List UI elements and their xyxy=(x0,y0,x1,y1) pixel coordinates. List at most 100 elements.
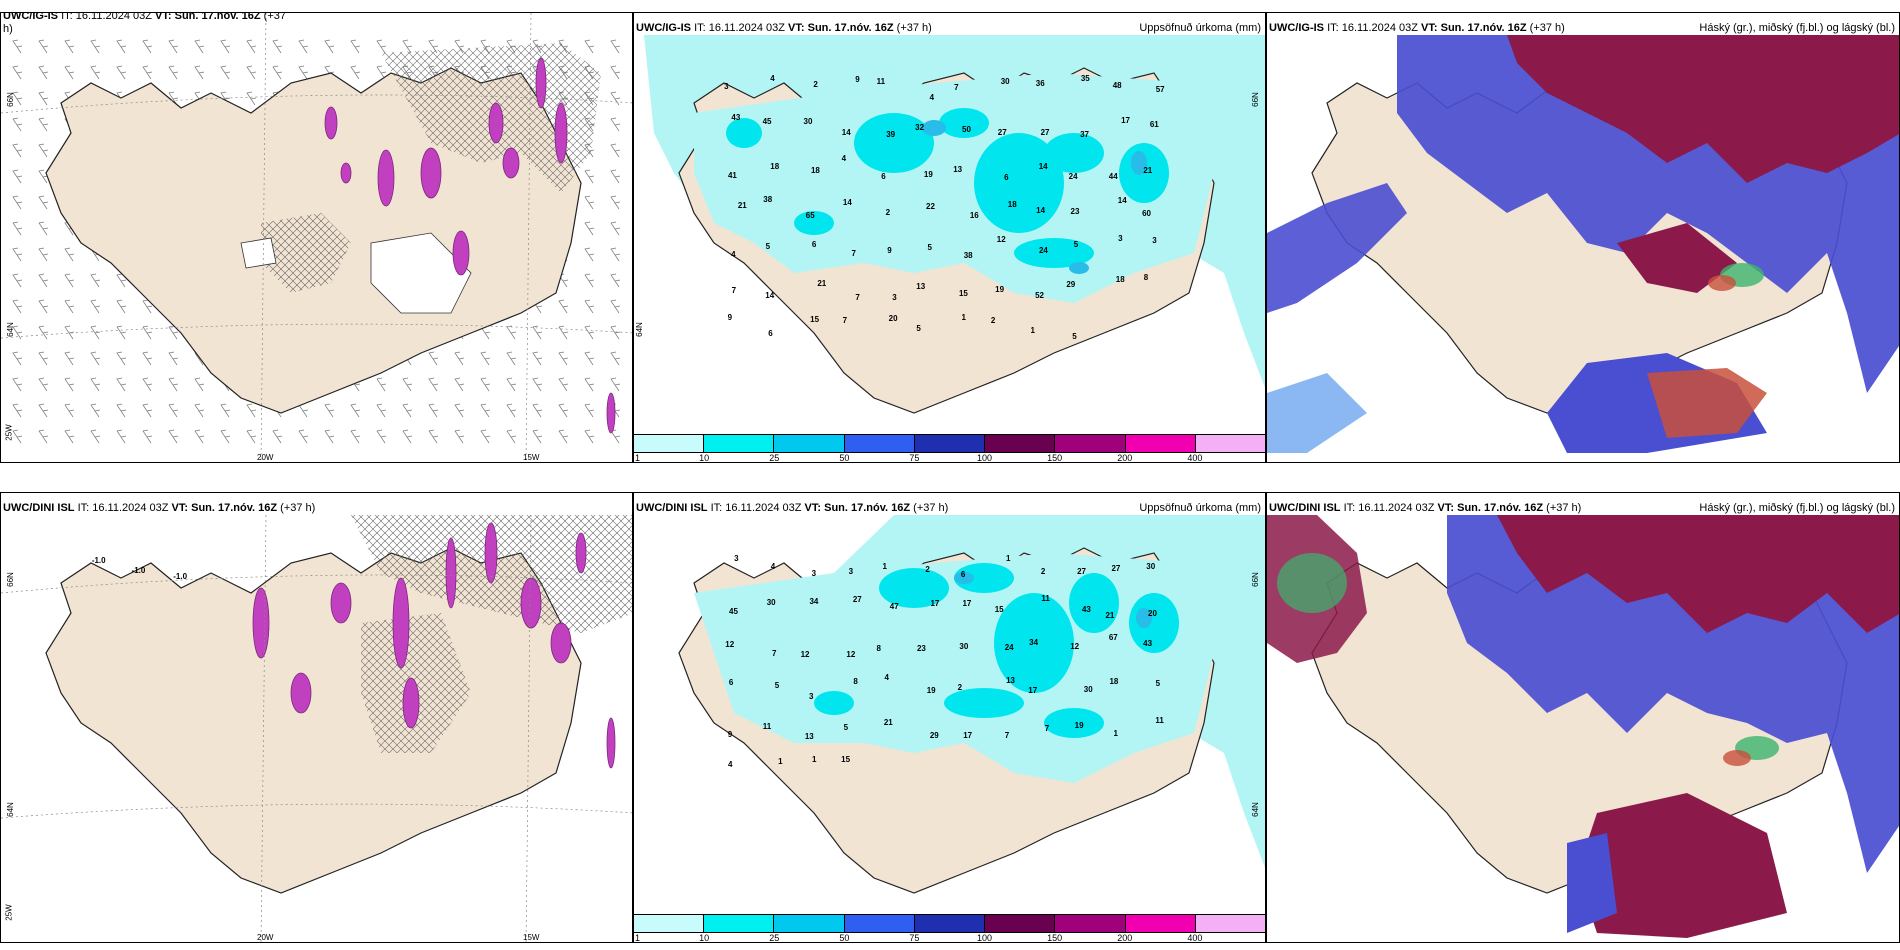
map-value-label: 14 xyxy=(1036,205,1046,215)
wind-barb xyxy=(116,351,127,366)
map-value-label: 8 xyxy=(853,676,858,686)
map-value-label: 21 xyxy=(1105,611,1115,621)
map-value-label: 15 xyxy=(810,315,820,325)
wind-barb xyxy=(402,403,413,418)
wind-barb xyxy=(376,429,387,444)
wind-barb xyxy=(64,273,75,288)
wind-barb xyxy=(12,143,23,158)
map-value-label: 29 xyxy=(929,731,939,741)
colorbar-swatch xyxy=(1055,435,1126,452)
wind-barb xyxy=(116,273,127,288)
map-value-label: 3 xyxy=(809,692,814,702)
lat-label-66n: 66N xyxy=(5,92,15,107)
wind-barb xyxy=(64,39,75,54)
panel-title: Uppsöfnuð úrkoma (mm) xyxy=(1139,22,1261,34)
wind-barb xyxy=(428,377,439,392)
map-value-label: 5 xyxy=(1072,332,1077,342)
map-panel-wind-igis: UWC/IG-IS IT: 16.11.2024 03Z VT: Sun. 17… xyxy=(0,12,633,463)
wind-barb xyxy=(38,195,49,210)
panel-header: UWC/IG-IS IT: 16.11.2024 03Z VT: Sun. 17… xyxy=(636,22,932,34)
precip-map xyxy=(634,515,1265,916)
wind-barb xyxy=(584,299,595,314)
wind-barb xyxy=(324,403,335,418)
map-value-label: 11 xyxy=(762,721,772,731)
wind-barb xyxy=(428,39,439,54)
precip-colorbar: 1 10 25 50 75 100 150 200 400 xyxy=(634,434,1265,462)
map-panel-precip-dini: UWC/DINI ISL IT: 16.11.2024 03Z VT: Sun.… xyxy=(633,492,1266,943)
panel-title: Uppsöfnuð úrkoma (mm) xyxy=(1139,502,1261,514)
wind-barb xyxy=(610,221,621,236)
wind-barb xyxy=(428,351,439,366)
map-value-label: 17 xyxy=(1121,115,1130,125)
map-value-label: 11 xyxy=(1041,593,1050,603)
wind-barb xyxy=(64,377,75,392)
map-value-label: 5 xyxy=(765,242,771,252)
wind-barb xyxy=(610,143,621,158)
map-value-label: 50 xyxy=(962,124,971,134)
colorbar-swatch xyxy=(1125,435,1196,452)
map-value-label: 3 xyxy=(1152,236,1157,246)
map-value-label: 57 xyxy=(1155,84,1165,94)
map-value-label: 1 xyxy=(882,562,887,572)
wind-barb xyxy=(194,65,205,80)
map-value-label: 24 xyxy=(1038,246,1048,256)
colorbar-tick-label: 25 xyxy=(769,933,780,943)
colorbar-swatch xyxy=(1055,915,1126,932)
wind-barb xyxy=(246,429,257,444)
wind-barb xyxy=(376,377,387,392)
wind-barb xyxy=(610,39,621,54)
map-value-label: 7 xyxy=(1004,731,1010,740)
map-value-label: 4 xyxy=(727,760,733,770)
wind-barb xyxy=(558,377,569,392)
panel-header: UWC/DINI ISL IT: 16.11.2024 03Z VT: Sun.… xyxy=(1269,502,1582,514)
wind-barb xyxy=(610,247,621,262)
wind-barb xyxy=(168,429,179,444)
map-value-label: 32 xyxy=(915,123,925,133)
map-value-label: 1 xyxy=(961,313,966,322)
colorbar-swatch xyxy=(634,435,705,452)
wind-barb xyxy=(454,377,465,392)
wind-barb xyxy=(12,429,23,444)
map-value-label: 17 xyxy=(1028,685,1038,695)
wind-barb xyxy=(220,429,231,444)
wind-barb xyxy=(90,325,101,340)
map-value-label: 14 xyxy=(842,198,852,208)
lat-label-64n: 64N xyxy=(5,802,15,817)
wind-shading-magenta xyxy=(324,57,616,434)
map-value-label: 65 xyxy=(805,210,815,220)
precip-heavy-patches xyxy=(922,120,1147,274)
wind-barb xyxy=(90,299,101,314)
map-value-label: 2 xyxy=(990,316,996,326)
wind-barb xyxy=(64,65,75,80)
map-value-label: 24 xyxy=(1004,643,1014,653)
map-value-label: 17 xyxy=(963,730,973,740)
wind-barb xyxy=(168,377,179,392)
wind-barb xyxy=(376,403,387,418)
map-value-label: 7 xyxy=(842,315,848,325)
colorbar-swatch xyxy=(704,435,775,452)
map-value-label: 67 xyxy=(1108,633,1118,643)
wind-barb xyxy=(324,39,335,54)
wind-barb xyxy=(584,221,595,236)
map-value-label: 2 xyxy=(1040,566,1046,576)
wind-barb xyxy=(12,403,23,418)
wind-barb xyxy=(558,325,569,340)
map-value-label: 17 xyxy=(930,599,940,609)
wind-barb xyxy=(454,351,465,366)
map-value-label: 27 xyxy=(1111,563,1121,573)
map-value-label: -1.0 xyxy=(131,565,146,575)
wind-barb xyxy=(38,39,49,54)
map-value-label: 4 xyxy=(884,673,889,683)
colorbar-swatch xyxy=(844,915,915,932)
map-value-label: 2 xyxy=(813,79,818,89)
wind-barb xyxy=(246,403,257,418)
map-value-label: 18 xyxy=(810,165,820,175)
wind-barb xyxy=(12,377,23,392)
map-value-label: 43 xyxy=(731,113,741,123)
panel-header: UWC/DINI ISL IT: 16.11.2024 03Z VT: Sun.… xyxy=(3,502,316,514)
colorbar-tick-label: 200 xyxy=(1117,933,1133,943)
wind-barb xyxy=(610,91,621,106)
map-value-label: 17 xyxy=(962,599,972,609)
map-value-label: 6 xyxy=(960,569,966,579)
map-value-label: 12 xyxy=(725,639,735,649)
